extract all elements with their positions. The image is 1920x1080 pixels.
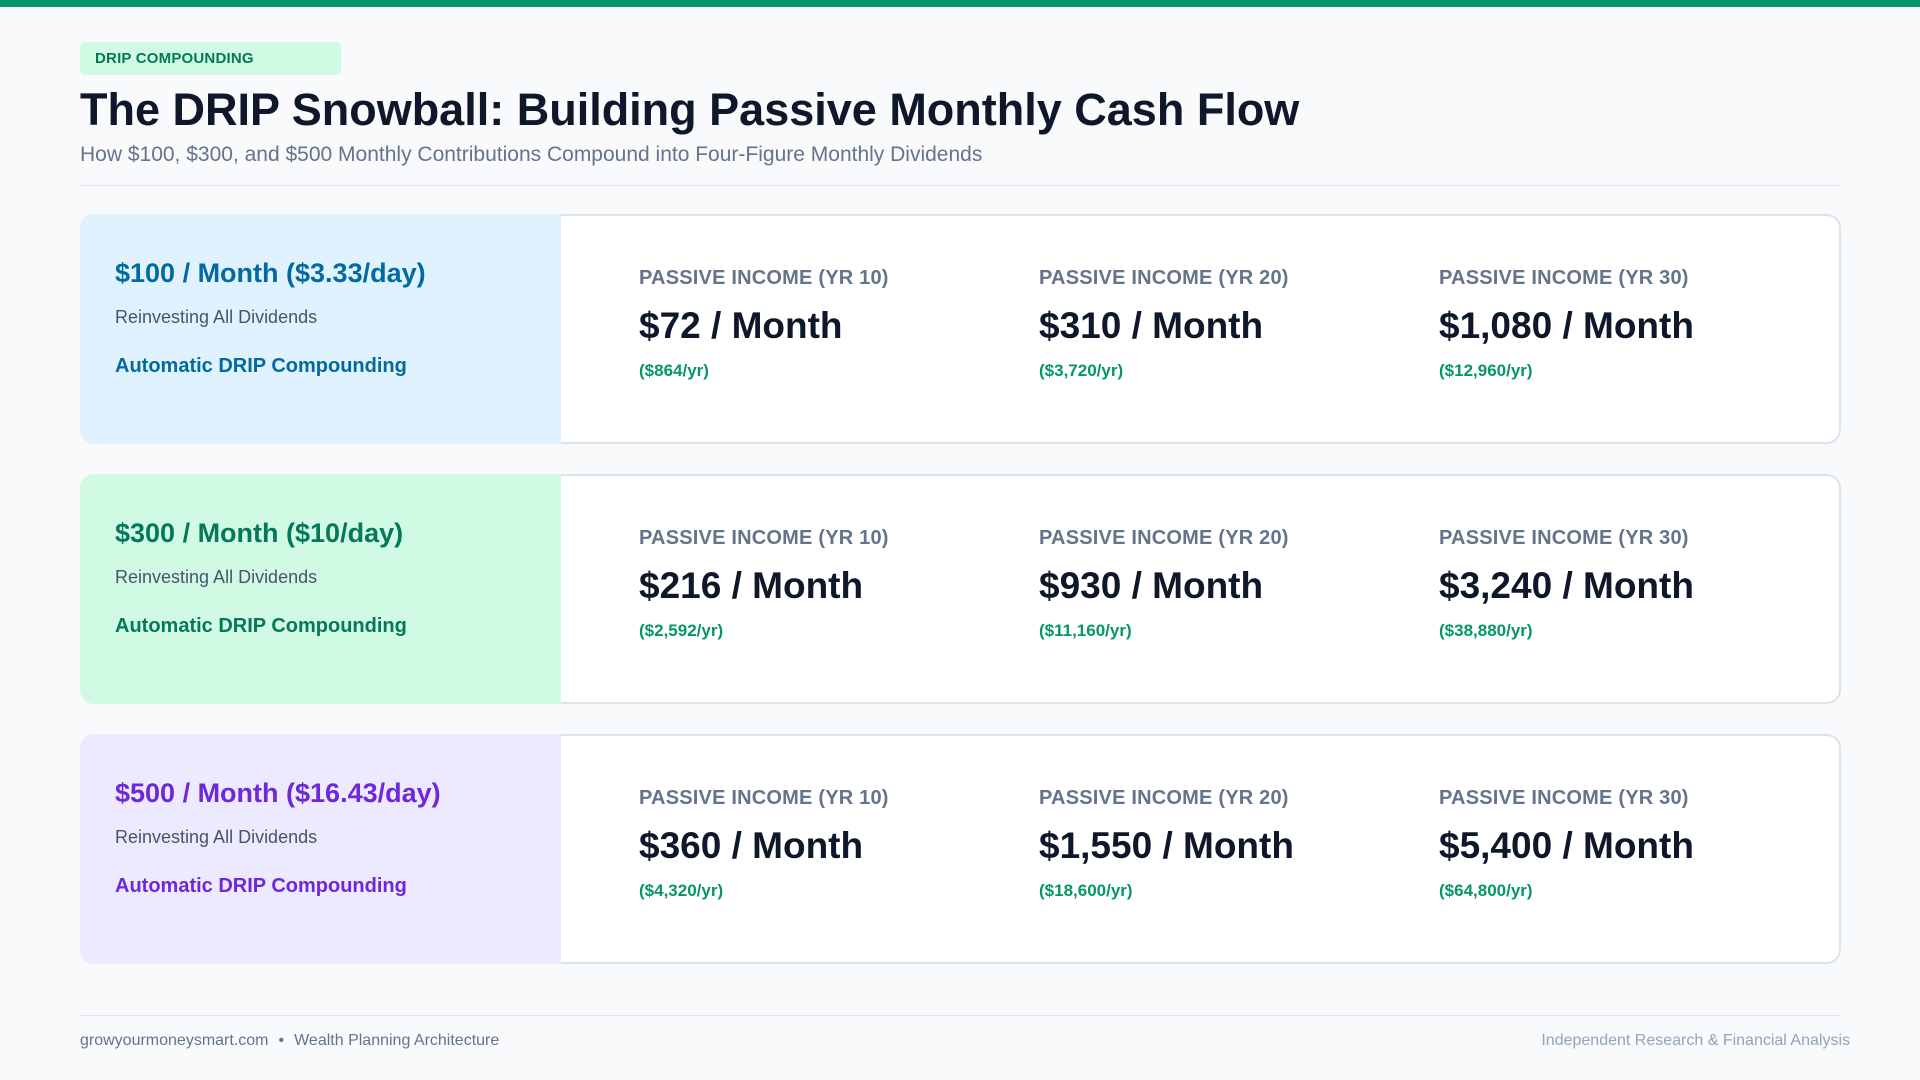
top-accent-bar: [0, 0, 1920, 7]
scenario-summary: $300 / Month ($10/day) Reinvesting All D…: [80, 474, 561, 705]
metric-label: PASSIVE INCOME (YR 20): [1039, 267, 1289, 290]
metric-label: PASSIVE INCOME (YR 10): [639, 527, 889, 550]
metric-annual: ($64,800/yr): [1439, 880, 1533, 900]
scenario-metrics: PASSIVE INCOME (YR 10) $360 / Month ($4,…: [561, 734, 1841, 965]
metric-label: PASSIVE INCOME (YR 20): [1039, 527, 1289, 550]
scenario-row-100: $100 / Month ($3.33/day) Reinvesting All…: [80, 214, 1841, 445]
scenario-tag: Automatic DRIP Compounding: [115, 354, 407, 377]
metric-value: $1,080 / Month: [1439, 305, 1694, 347]
metric-yr-30: PASSIVE INCOME (YR 30) $3,240 / Month ($…: [1439, 527, 1839, 702]
scenario-subtitle: Reinvesting All Dividends: [115, 566, 318, 587]
metric-value: $3,240 / Month: [1439, 565, 1694, 607]
scenario-title: $500 / Month ($16.43/day): [115, 778, 441, 809]
metric-label: PASSIVE INCOME (YR 30): [1439, 787, 1689, 810]
metric-yr-20: PASSIVE INCOME (YR 20) $1,550 / Month ($…: [1039, 787, 1439, 962]
page-subtitle: How $100, $300, and $500 Monthly Contrib…: [80, 143, 983, 166]
metric-annual: ($18,600/yr): [1039, 880, 1133, 900]
metric-annual: ($4,320/yr): [639, 880, 724, 900]
metric-yr-10: PASSIVE INCOME (YR 10) $360 / Month ($4,…: [639, 787, 1039, 962]
scenario-subtitle: Reinvesting All Dividends: [115, 826, 318, 847]
scenario-tag: Automatic DRIP Compounding: [115, 614, 407, 637]
metric-yr-20: PASSIVE INCOME (YR 20) $310 / Month ($3,…: [1039, 267, 1439, 442]
footer-section-label: Wealth Planning Architecture: [294, 1032, 500, 1049]
footer-divider: [80, 1015, 1841, 1016]
metric-label: PASSIVE INCOME (YR 30): [1439, 267, 1689, 290]
metric-value: $5,400 / Month: [1439, 825, 1694, 867]
metric-value: $216 / Month: [639, 565, 864, 607]
header-divider: [80, 185, 1841, 187]
footer-separator: •: [278, 1032, 285, 1049]
metric-yr-10: PASSIVE INCOME (YR 10) $72 / Month ($864…: [639, 267, 1039, 442]
scenario-summary: $500 / Month ($16.43/day) Reinvesting Al…: [80, 734, 561, 965]
metric-yr-30: PASSIVE INCOME (YR 30) $1,080 / Month ($…: [1439, 267, 1839, 442]
scenario-row-300: $300 / Month ($10/day) Reinvesting All D…: [80, 474, 1841, 705]
footer-site-link[interactable]: growyourmoneysmart.com: [80, 1032, 269, 1049]
metric-annual: ($12,960/yr): [1439, 360, 1533, 380]
metric-label: PASSIVE INCOME (YR 10): [639, 787, 889, 810]
metric-label: PASSIVE INCOME (YR 30): [1439, 527, 1689, 550]
page-title: The DRIP Snowball: Building Passive Mont…: [80, 84, 1300, 135]
scenario-row-500: $500 / Month ($16.43/day) Reinvesting Al…: [80, 734, 1841, 965]
metric-yr-20: PASSIVE INCOME (YR 20) $930 / Month ($11…: [1039, 527, 1439, 702]
scenario-tag: Automatic DRIP Compounding: [115, 874, 407, 897]
metric-annual: ($864/yr): [639, 360, 709, 380]
metric-yr-10: PASSIVE INCOME (YR 10) $216 / Month ($2,…: [639, 527, 1039, 702]
scenario-title: $300 / Month ($10/day): [115, 518, 404, 549]
metric-value: $72 / Month: [639, 305, 843, 347]
metric-annual: ($2,592/yr): [639, 620, 724, 640]
metric-annual: ($38,880/yr): [1439, 620, 1533, 640]
metric-value: $930 / Month: [1039, 565, 1264, 607]
footer-tagline: Independent Research & Financial Analysi…: [1541, 1032, 1850, 1049]
metric-label: PASSIVE INCOME (YR 20): [1039, 787, 1289, 810]
metric-value: $310 / Month: [1039, 305, 1264, 347]
metric-value: $1,550 / Month: [1039, 825, 1294, 867]
scenario-title: $100 / Month ($3.33/day): [115, 258, 426, 289]
scenario-metrics: PASSIVE INCOME (YR 10) $72 / Month ($864…: [561, 214, 1841, 445]
scenario-summary: $100 / Month ($3.33/day) Reinvesting All…: [80, 214, 561, 445]
metric-value: $360 / Month: [639, 825, 864, 867]
scenario-subtitle: Reinvesting All Dividends: [115, 306, 318, 327]
page-content: DRIP COMPOUNDING The DRIP Snowball: Buil…: [80, 42, 1841, 965]
metric-annual: ($11,160/yr): [1039, 620, 1132, 640]
metric-annual: ($3,720/yr): [1039, 360, 1124, 380]
metric-yr-30: PASSIVE INCOME (YR 30) $5,400 / Month ($…: [1439, 787, 1839, 962]
scenario-metrics: PASSIVE INCOME (YR 10) $216 / Month ($2,…: [561, 474, 1841, 705]
footer-credits: growyourmoneysmart.com • Wealth Planning A…: [80, 1032, 499, 1050]
metric-label: PASSIVE INCOME (YR 10): [639, 267, 889, 290]
category-badge: DRIP COMPOUNDING: [80, 42, 341, 75]
scenario-list: $100 / Month ($3.33/day) Reinvesting All…: [80, 214, 1841, 965]
